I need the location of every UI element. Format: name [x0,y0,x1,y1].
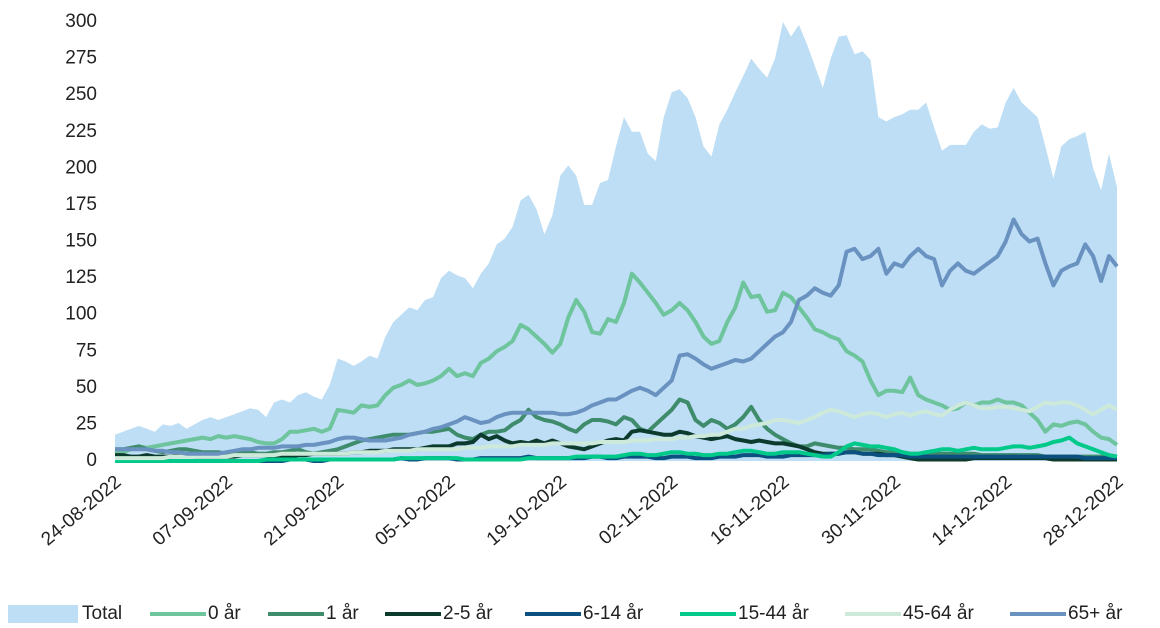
y-tick-label: 250 [65,84,97,105]
x-tick-label: 02-11-2022 [595,472,682,550]
legend-item: 15-44 år [680,603,809,624]
y-tick-label: 100 [65,304,97,325]
y-tick-label: 300 [65,11,97,32]
line [115,435,1118,463]
line [115,217,1119,456]
legend-item: 6-14 år [525,603,644,624]
y-tick-label: 150 [65,231,97,252]
x-tick-label: 05-10-2022 [371,472,459,551]
legend-item: 1 år [268,603,359,624]
legend-item: 65+ år [1010,603,1123,624]
x-tick-label: 21-09-2022 [260,472,348,551]
legend-item: 0 år [150,603,241,624]
x-tick-label: 19-10-2022 [483,472,571,551]
y-tick-label: 275 [65,48,97,69]
legend-label: 2-5 år [443,603,493,624]
x-tick-label: 16-11-2022 [707,472,794,550]
line [115,428,1117,462]
legend-label: 1 år [326,603,359,624]
line [115,400,1118,461]
y-tick-label: 175 [65,194,97,215]
legend-label: 45-64 år [903,603,974,624]
legend-label: 65+ år [1068,603,1123,624]
legend-label: Total [82,603,122,624]
legend-label: 0 år [208,603,241,624]
legend-item: 2-5 år [385,603,493,624]
legend-swatch [8,605,78,623]
legend-label: 6-14 år [583,603,644,624]
legend-label: 15-44 år [738,603,809,624]
x-tick-label: 07-09-2022 [149,472,237,551]
y-tick-label: 200 [65,157,97,178]
legend-item: 45-64 år [845,603,974,624]
legend-item: Total [8,603,122,624]
area [115,22,1117,461]
y-tick-label: 225 [65,121,97,142]
y-tick-label: 25 [76,413,97,434]
y-tick-label: 0 [86,450,97,471]
x-tick-label: 14-12-2022 [928,472,1016,551]
y-tick-label: 50 [76,377,97,398]
x-tick-label: 28-12-2022 [1039,472,1127,551]
x-tick-label: 24-08-2022 [37,472,125,551]
y-tick-label: 125 [65,267,97,288]
x-tick-label: 30-11-2022 [818,472,905,550]
y-tick-label: 75 [76,340,97,361]
